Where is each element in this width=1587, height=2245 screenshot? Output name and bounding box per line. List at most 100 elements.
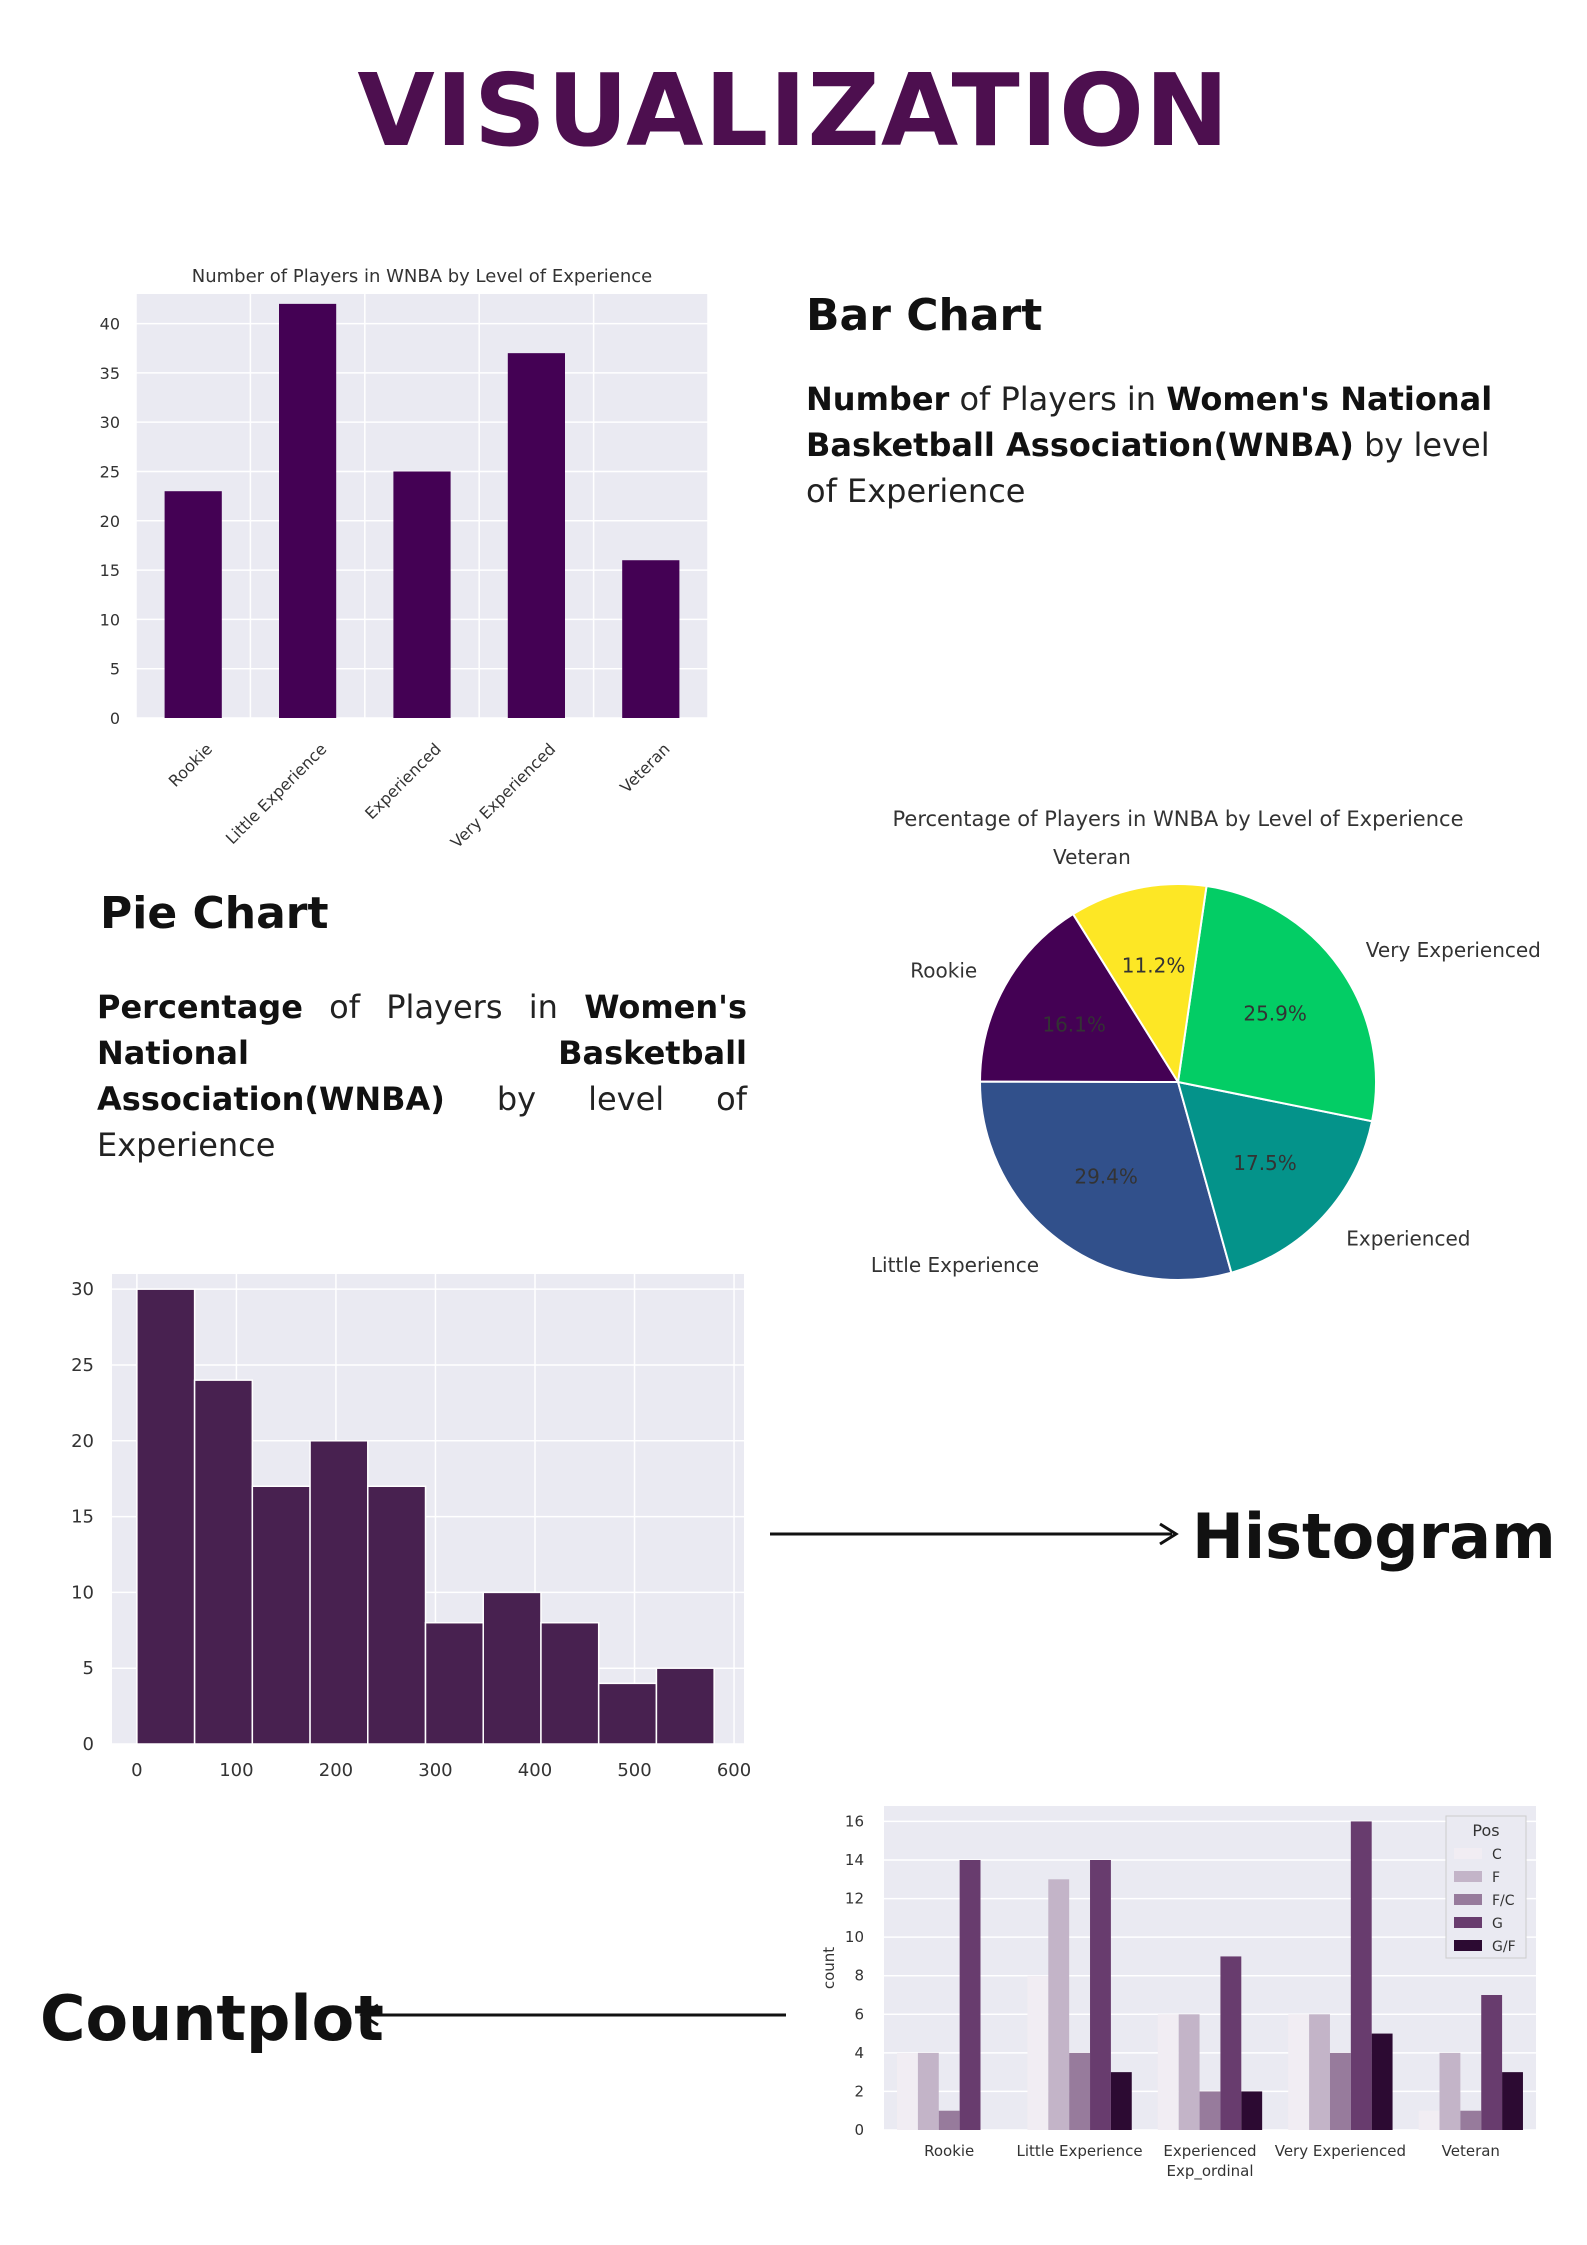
bar — [164, 491, 222, 718]
count-y-tick-label: 10 — [845, 1928, 864, 1946]
count-y-tick-label: 16 — [845, 1812, 864, 1830]
pie-slice — [978, 912, 1180, 1084]
count-legend-label: F/C — [1492, 1893, 1515, 1909]
bar-y-tick-label: 5 — [110, 660, 120, 679]
pie-chart-description: Percentage of Players in Women's Nationa… — [97, 984, 747, 1168]
pie-pct-label: 11.2% — [1122, 954, 1186, 978]
count-legend-swatch — [1454, 1917, 1482, 1928]
count-y-tick-label: 8 — [854, 1967, 864, 1985]
bar-y-tick-label: 30 — [100, 413, 120, 432]
count-x-tick-label: Experienced — [1163, 2142, 1256, 2160]
bar-x-tick-label: Little Experience — [222, 739, 331, 848]
count-x-axis-label: Exp_ordinal — [1166, 2162, 1253, 2181]
count-bar — [1090, 1860, 1111, 2130]
count-bar — [1027, 1975, 1049, 2130]
hist-x-tick-label: 600 — [717, 1760, 751, 1781]
count-legend-label: G/F — [1492, 1939, 1516, 1955]
pie-slice-label: Veteran — [1053, 845, 1131, 869]
bar-y-tick-label: 10 — [100, 610, 120, 629]
hist-y-tick-label: 5 — [83, 1658, 94, 1679]
hist-bar — [193, 1379, 254, 1745]
count-legend-swatch — [1454, 1871, 1482, 1882]
bar-x-tick-label: Veteran — [616, 739, 673, 796]
bar-y-tick-label: 15 — [100, 561, 120, 580]
hist-bar — [482, 1591, 542, 1745]
hist-bar — [251, 1485, 311, 1745]
count-x-tick-label: Veteran — [1442, 2142, 1500, 2160]
hist-x-tick-label: 500 — [617, 1760, 651, 1781]
hist-y-tick-label: 15 — [71, 1507, 94, 1528]
bar-y-tick-label: 20 — [100, 512, 120, 531]
count-bar — [1069, 2052, 1091, 2130]
pie-desc-text-1: of Players in — [302, 988, 585, 1026]
hist-bar — [597, 1682, 658, 1745]
hist-bar — [424, 1621, 484, 1745]
bar — [393, 471, 451, 718]
count-legend-label: F — [1492, 1870, 1500, 1886]
pie-slice-label: Very Experienced — [1366, 938, 1541, 962]
count-bar — [1288, 2014, 1310, 2130]
hist-x-tick-label: 400 — [518, 1760, 552, 1781]
count-bar — [1110, 2072, 1132, 2130]
hist-y-tick-label: 0 — [83, 1734, 94, 1755]
count-bar — [1048, 1879, 1070, 2130]
count-bar — [1371, 2033, 1393, 2130]
pie-pct-label: 17.5% — [1233, 1151, 1297, 1175]
pie-slice-label: Rookie — [910, 958, 977, 982]
pie-pct-label: 16.1% — [1042, 1012, 1106, 1036]
count-bar — [1502, 2072, 1523, 2130]
pie-slice — [1176, 884, 1377, 1123]
bar-chart-description: Number of Players in Women's National Ba… — [806, 376, 1506, 514]
count-y-tick-label: 2 — [854, 2082, 864, 2100]
bar-y-tick-label: 25 — [100, 462, 120, 481]
count-bar — [1178, 2014, 1200, 2130]
hist-x-tick-label: 200 — [319, 1760, 353, 1781]
hist-bar — [540, 1621, 600, 1745]
hist-bar — [367, 1485, 427, 1745]
pie-desc-text-2: by level of Experience — [97, 1080, 747, 1164]
count-bar — [1329, 2052, 1351, 2130]
count-x-tick-label: Little Experience — [1017, 2142, 1143, 2160]
count-bar — [959, 1860, 981, 2130]
hist-y-tick-label: 20 — [71, 1431, 94, 1452]
hist-y-tick-label: 30 — [71, 1279, 94, 1300]
count-bar — [1241, 2091, 1263, 2130]
pie-desc-bold-2: Women's National Basketball Association(… — [97, 988, 747, 1118]
count-bar — [1418, 2110, 1440, 2130]
count-y-tick-label: 14 — [845, 1851, 864, 1869]
bar — [622, 560, 680, 718]
count-bar — [1481, 1995, 1503, 2130]
count-bar — [897, 2052, 918, 2130]
bar — [279, 303, 337, 718]
count-y-tick-label: 12 — [845, 1890, 864, 1908]
count-plot-area — [884, 1806, 1536, 2130]
pie-slice-label: Little Experience — [871, 1253, 1039, 1277]
count-bar — [1309, 2014, 1330, 2130]
count-x-tick-label: Rookie — [924, 2142, 974, 2160]
pie-chart-title: Percentage of Players in WNBA by Level o… — [893, 807, 1464, 831]
bar-y-tick-label: 0 — [110, 709, 120, 728]
hist-bar — [309, 1440, 369, 1745]
count-y-axis-label: count — [820, 1947, 838, 1989]
count-legend-swatch — [1454, 1848, 1482, 1859]
pie-pct-label: 25.9% — [1243, 1002, 1307, 1026]
bar-desc-text-1: of Players in — [949, 380, 1167, 418]
bar-x-tick-label: Rookie — [165, 739, 216, 790]
pie-slice — [1071, 883, 1208, 1085]
hist-x-tick-label: 100 — [219, 1760, 253, 1781]
count-legend-label: G — [1492, 1916, 1503, 1932]
count-bar — [917, 2052, 939, 2130]
count-bar — [1350, 1821, 1372, 2130]
count-bar — [938, 2110, 960, 2130]
bar-x-tick-label: Experienced — [361, 739, 445, 823]
bar-y-tick-label: 40 — [100, 315, 120, 334]
count-legend-swatch — [1454, 1940, 1482, 1951]
hist-y-tick-label: 25 — [71, 1355, 94, 1376]
count-legend-title: Pos — [1472, 1821, 1499, 1840]
count-bar — [1439, 2052, 1461, 2130]
pie-slice — [978, 1080, 1233, 1281]
bar-x-tick-label: Very Experienced — [447, 739, 559, 851]
countplot-heading: Countplot — [40, 1982, 384, 2055]
hist-plot-area — [112, 1274, 744, 1744]
